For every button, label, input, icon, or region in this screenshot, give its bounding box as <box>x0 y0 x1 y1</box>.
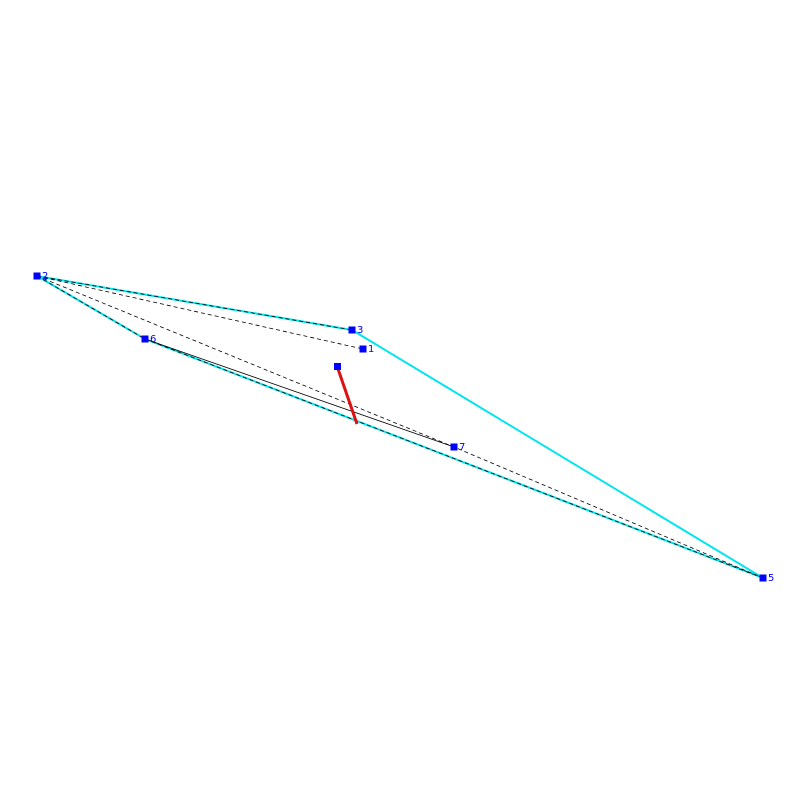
dashed-edge <box>36 275 353 331</box>
point <box>348 326 356 334</box>
edge <box>144 338 455 448</box>
point <box>141 335 149 343</box>
point <box>359 345 367 353</box>
hull <box>36 275 764 579</box>
point <box>334 363 341 370</box>
nodes: 1 2 3 5 6 7 <box>33 271 774 584</box>
point <box>759 574 767 582</box>
dashed-edge <box>144 338 764 579</box>
highlight-segment <box>335 365 359 425</box>
point <box>450 443 458 451</box>
node-label: 1 <box>368 344 374 355</box>
dashed-edge <box>36 275 364 350</box>
node-label: 3 <box>357 325 363 336</box>
node-label: 2 <box>42 271 48 282</box>
node-label: 5 <box>768 573 774 584</box>
point <box>33 272 41 280</box>
dashed-edge <box>36 275 764 579</box>
node-label: 6 <box>150 334 156 345</box>
node-label: 7 <box>459 442 465 453</box>
